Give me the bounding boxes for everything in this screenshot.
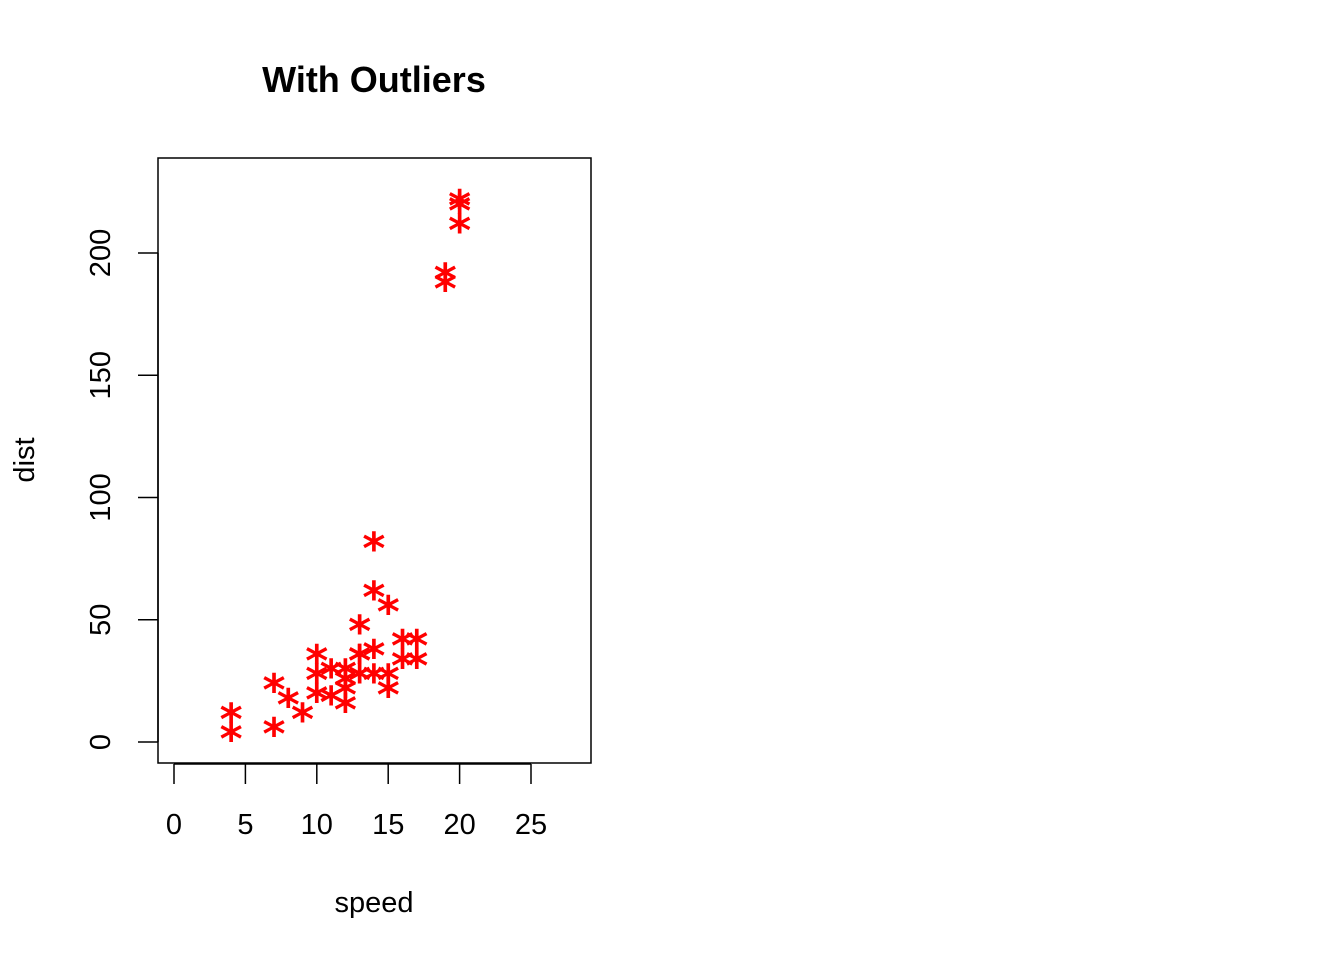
data-point: * — [448, 186, 471, 237]
data-point: * — [434, 264, 457, 315]
data-point: * — [305, 655, 328, 706]
data-point: * — [262, 709, 285, 760]
data-point: * — [348, 636, 371, 687]
data-point: * — [362, 631, 385, 682]
data-point: * — [448, 206, 471, 257]
data-point: * — [405, 641, 428, 692]
data-point: * — [220, 714, 243, 765]
y-tick-label: 50 — [85, 604, 117, 636]
x-tick-label: 0 — [166, 809, 182, 841]
y-tick-label: 100 — [85, 473, 117, 521]
data-points: ** ********************************* — [220, 181, 471, 765]
data-point: * — [262, 665, 285, 716]
y-tick-label: 0 — [85, 734, 117, 750]
y-axis-label: dist — [9, 437, 41, 482]
data-point: * — [277, 680, 300, 731]
data-point: * — [348, 655, 371, 706]
data-point: * — [305, 636, 328, 687]
chart-title: With Outliers — [262, 59, 486, 100]
x-tick-label: 15 — [372, 809, 404, 841]
x-axis-label: speed — [334, 887, 413, 919]
data-point: * — [391, 621, 414, 672]
y-axis: 0 50 100 150 200 — [85, 229, 159, 750]
x-tick-label: 5 — [237, 809, 253, 841]
data-point: * — [348, 636, 371, 687]
data-point: * — [434, 254, 457, 305]
data-point: * — [334, 660, 357, 711]
data-point: * — [348, 607, 371, 658]
data-point: * — [334, 651, 357, 702]
data-point: * — [291, 695, 314, 746]
data-point: * — [320, 651, 343, 702]
data-point: * — [377, 655, 400, 706]
data-point: * — [362, 572, 385, 623]
x-tick-label: 25 — [515, 809, 547, 841]
data-point: * — [220, 695, 243, 746]
data-point: * — [334, 670, 357, 721]
x-tick-label: 20 — [443, 809, 475, 841]
data-point: * — [405, 621, 428, 672]
x-axis: 0 5 10 15 20 25 — [166, 763, 547, 841]
data-point: * — [362, 523, 385, 574]
y-tick-label: 150 — [85, 351, 117, 399]
data-point: * — [305, 675, 328, 726]
data-point: * — [391, 641, 414, 692]
data-point: * — [334, 685, 357, 736]
y-tick-label: 200 — [85, 229, 117, 277]
data-point: * — [320, 677, 343, 728]
data-point: * — [362, 655, 385, 706]
data-point: * — [448, 181, 471, 232]
data-point: * — [377, 670, 400, 721]
data-point: * — [377, 587, 400, 638]
x-tick-label: 10 — [301, 809, 333, 841]
